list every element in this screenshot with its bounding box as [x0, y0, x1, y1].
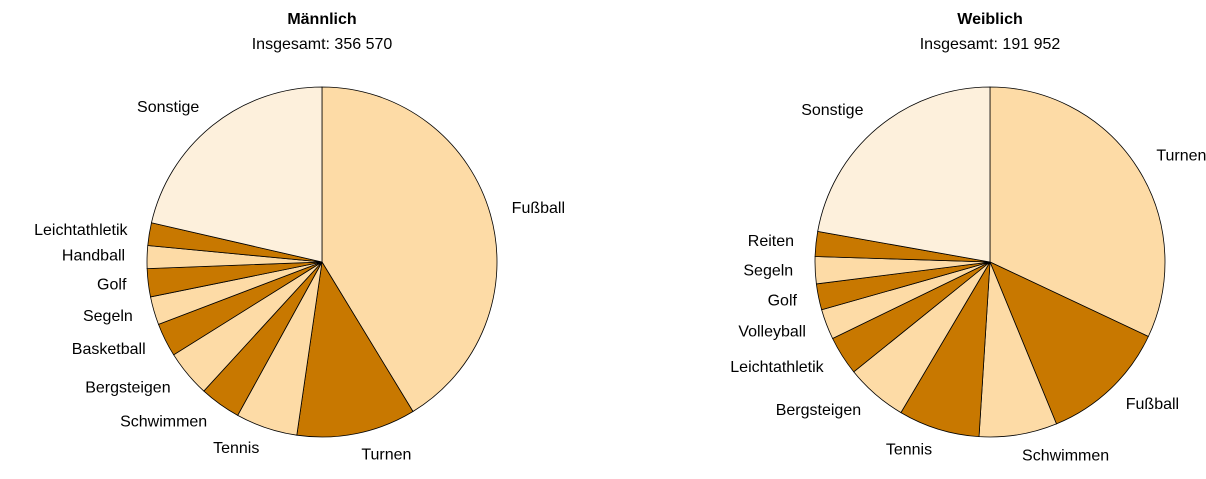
pie-slice	[817, 86, 991, 263]
slice-label: Leichtathletik	[34, 222, 128, 239]
pie-slice	[150, 86, 323, 263]
slice-label: Basketball	[72, 341, 146, 358]
slice-label: Turnen	[1156, 148, 1206, 165]
slice-label: Segeln	[743, 262, 793, 279]
slice-label: Reiten	[748, 233, 794, 250]
slice-label: Fußball	[1126, 396, 1179, 413]
chart-subtitle: Insgesamt: 191 952	[920, 36, 1061, 53]
slice-label: Fußball	[512, 200, 565, 217]
slice-label: Bergsteigen	[776, 402, 861, 419]
slice-label: Golf	[97, 277, 127, 294]
slice-label: Handball	[62, 248, 125, 265]
slice-label: Golf	[768, 293, 798, 310]
pie-slice	[989, 86, 1166, 338]
slice-label: Tennis	[213, 440, 259, 457]
slice-label: Schwimmen	[120, 413, 207, 430]
chart-title: Weiblich	[957, 11, 1023, 28]
slice-label: Schwimmen	[1022, 448, 1109, 465]
slice-label: Bergsteigen	[85, 379, 170, 396]
slice-label: Leichtathletik	[730, 359, 824, 376]
slice-label: Sonstige	[137, 99, 199, 116]
pie-slice	[989, 261, 1149, 425]
slice-label: Segeln	[83, 308, 133, 325]
slice-label: Turnen	[361, 446, 411, 463]
pie-slice	[296, 260, 414, 438]
slice-label: Volleyball	[738, 323, 806, 340]
slice-label: Sonstige	[801, 102, 863, 119]
chart-title: Männlich	[287, 11, 356, 28]
slice-label: Tennis	[886, 442, 932, 459]
pie-slice	[321, 86, 498, 413]
chart-subtitle: Insgesamt: 356 570	[252, 36, 393, 53]
